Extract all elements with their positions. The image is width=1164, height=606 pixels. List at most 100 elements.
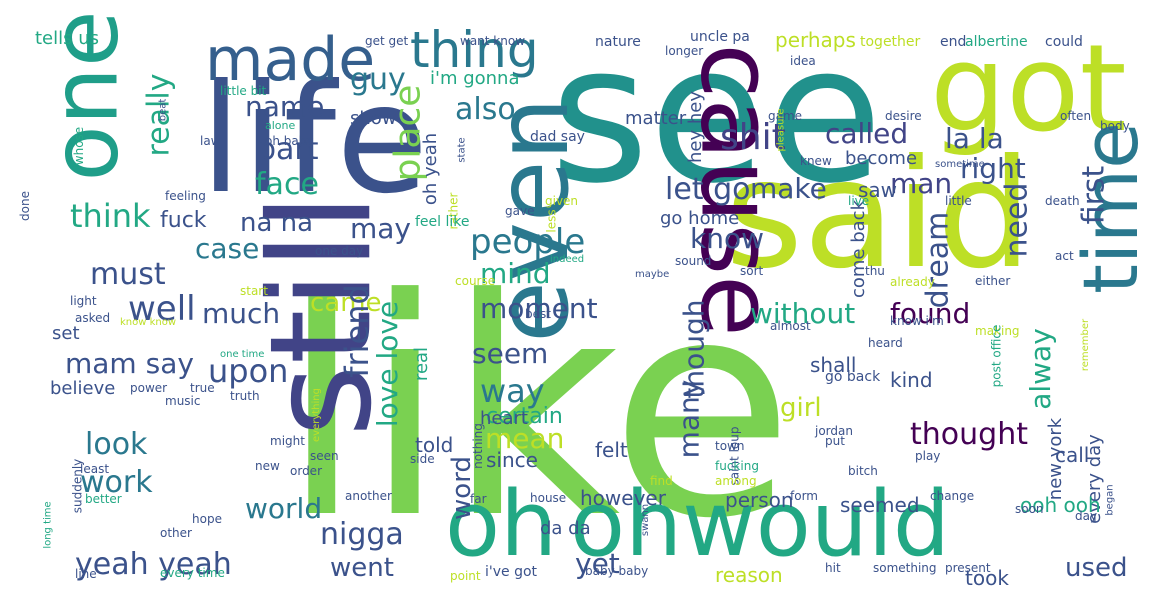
word-light: light: [70, 294, 97, 308]
word-go-back: go back: [825, 369, 881, 385]
word-little: little: [945, 194, 972, 208]
word-end: end: [940, 34, 967, 50]
word-nothing: nothing: [470, 423, 485, 469]
word-kind: kind: [890, 368, 933, 392]
word-na-na: na na: [240, 208, 314, 238]
word-something: something: [873, 561, 937, 575]
word-made: made: [205, 25, 376, 95]
word-often: often: [1060, 109, 1092, 123]
word-jordan: jordan: [815, 424, 853, 438]
word-mam-say: mam say: [65, 347, 194, 380]
word-start: start: [240, 284, 268, 298]
word-desire: desire: [885, 109, 922, 123]
word-first: first: [1076, 165, 1112, 225]
word-body: body: [1100, 119, 1130, 133]
word-making: making: [975, 324, 1020, 338]
word-need: need: [999, 182, 1035, 258]
word-town: town: [715, 439, 745, 453]
word-sound: sound: [675, 254, 712, 268]
word-told: told: [415, 433, 454, 457]
word-truth: truth: [230, 389, 260, 403]
word-act: act: [1055, 249, 1074, 263]
word-alone: alone: [265, 119, 296, 132]
word-less: less: [544, 209, 559, 233]
word-ohwould: ohwould: [570, 472, 950, 577]
word-line: line: [75, 567, 97, 581]
word-asked: asked: [75, 311, 111, 325]
word-want-know: want know: [460, 34, 526, 48]
word-long-time: long time: [42, 501, 54, 549]
word-people: people: [470, 222, 586, 262]
word-fucking: fucking: [715, 459, 759, 473]
word-order: order: [290, 464, 322, 478]
word-get-get: get get: [365, 34, 409, 48]
word-guy: guy: [350, 62, 406, 97]
word-began: began: [1104, 484, 1116, 516]
word-mind: mind: [480, 257, 551, 290]
word-already: already: [890, 275, 935, 289]
word-swann: swann: [640, 503, 652, 537]
word-sort: sort: [740, 264, 764, 278]
word-know-im: know i'm: [890, 314, 944, 328]
word-used: used: [1065, 553, 1128, 583]
word-soon: soon: [1015, 502, 1044, 516]
word-present: present: [945, 561, 991, 575]
word-gave: gave: [505, 204, 535, 218]
word-certain: certain: [486, 404, 563, 429]
word-called: called: [825, 117, 909, 150]
word-become: become: [845, 148, 918, 169]
word-music: music: [165, 394, 201, 408]
word-heart: heart: [480, 408, 528, 429]
word-new-york: new york: [1045, 417, 1067, 501]
word-albertine: albertine: [965, 34, 1028, 50]
word-yet: yet: [575, 547, 620, 580]
word-one-time: one time: [220, 349, 265, 360]
word-beat: beat: [157, 98, 169, 122]
word-think: think: [70, 197, 151, 235]
word-yeah-yeah: yeah yeah: [75, 547, 232, 582]
word-best: best: [525, 307, 551, 321]
word-oh: oh: [445, 472, 558, 577]
word-must: must: [90, 257, 166, 292]
word-well: well: [128, 289, 196, 329]
word-also: also: [455, 92, 516, 127]
word-mean: mean: [485, 422, 565, 455]
word-case: case: [195, 232, 260, 265]
word-go-home: go home: [660, 208, 740, 229]
word-got: got: [930, 20, 1127, 159]
word-live: live: [848, 194, 870, 208]
word-side: side: [410, 452, 435, 466]
word-find: find: [650, 474, 673, 488]
word-oh-yeah: oh yeah: [420, 132, 442, 206]
word-thu: thu: [865, 264, 885, 278]
word-da-da: da da: [540, 518, 591, 539]
word-way: way: [480, 372, 545, 410]
word-without: without: [750, 297, 856, 330]
word-however: however: [580, 486, 666, 510]
word-maybe: maybe: [635, 269, 670, 280]
word-bitch: bitch: [848, 464, 878, 478]
word-real: real: [411, 346, 433, 382]
word-many: many: [672, 379, 706, 459]
word-call: call: [1055, 443, 1090, 467]
word-seemed: seemed: [840, 493, 920, 517]
word-better: better: [85, 492, 122, 506]
word-course: course: [455, 274, 496, 288]
word-love-love: love love: [371, 300, 405, 428]
word-took: took: [965, 566, 1009, 590]
word-feeling: feeling: [165, 189, 206, 203]
word-everything: everything: [310, 388, 322, 442]
word-since: since: [486, 448, 538, 472]
word-feel-like: feel like: [415, 214, 470, 230]
word-whose: whose: [72, 126, 87, 166]
word-remember: remember: [1080, 318, 1092, 372]
word-right: right: [960, 152, 1026, 185]
word-believe: believe: [50, 378, 116, 399]
word-game: game: [768, 109, 803, 123]
word-know-know: know know: [120, 317, 177, 328]
word-may: may: [350, 212, 412, 245]
word-come-back: come back: [848, 199, 870, 299]
word-could: could: [1045, 34, 1083, 50]
word-seen: seen: [310, 449, 339, 463]
